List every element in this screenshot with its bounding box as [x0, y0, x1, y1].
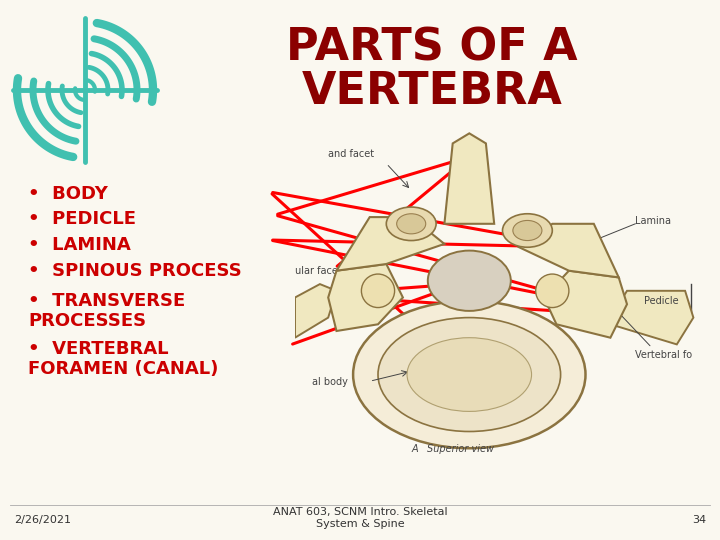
Ellipse shape [536, 274, 569, 308]
Ellipse shape [513, 220, 542, 240]
Text: 2/26/2021: 2/26/2021 [14, 515, 71, 525]
Text: Vertebral fo: Vertebral fo [635, 350, 693, 360]
Ellipse shape [428, 251, 510, 311]
Ellipse shape [407, 338, 531, 411]
Text: Pedicle: Pedicle [644, 296, 678, 306]
Ellipse shape [397, 214, 426, 234]
Polygon shape [544, 271, 627, 338]
Text: PARTS OF A: PARTS OF A [286, 26, 578, 70]
Text: and facet: and facet [328, 149, 374, 159]
Text: •  SPINOUS PROCESS: • SPINOUS PROCESS [28, 262, 242, 280]
Text: Lamina: Lamina [635, 216, 671, 226]
Polygon shape [295, 284, 336, 338]
Text: ANAT 603, SCNM Intro. Skeletal
System & Spine: ANAT 603, SCNM Intro. Skeletal System & … [273, 507, 447, 529]
Text: •  TRANSVERSE
PROCESSES: • TRANSVERSE PROCESSES [28, 292, 185, 330]
Text: •  VERTEBRAL
FORAMEN (CANAL): • VERTEBRAL FORAMEN (CANAL) [28, 340, 218, 378]
Polygon shape [444, 133, 494, 224]
Text: 34: 34 [692, 515, 706, 525]
Ellipse shape [353, 301, 585, 448]
Polygon shape [336, 217, 444, 271]
Ellipse shape [387, 207, 436, 240]
Text: •  PEDICLE: • PEDICLE [28, 210, 136, 228]
Text: VERTEBRA: VERTEBRA [302, 71, 562, 113]
Polygon shape [611, 291, 693, 345]
Polygon shape [328, 264, 403, 331]
Ellipse shape [378, 318, 561, 431]
Text: A   Superior view: A Superior view [411, 443, 494, 454]
Ellipse shape [361, 274, 395, 308]
Text: ular facet: ular facet [295, 266, 342, 276]
Ellipse shape [503, 214, 552, 247]
Polygon shape [519, 224, 618, 278]
Text: al body: al body [312, 376, 348, 387]
Text: •  BODY: • BODY [28, 185, 108, 203]
Text: •  LAMINA: • LAMINA [28, 236, 131, 254]
